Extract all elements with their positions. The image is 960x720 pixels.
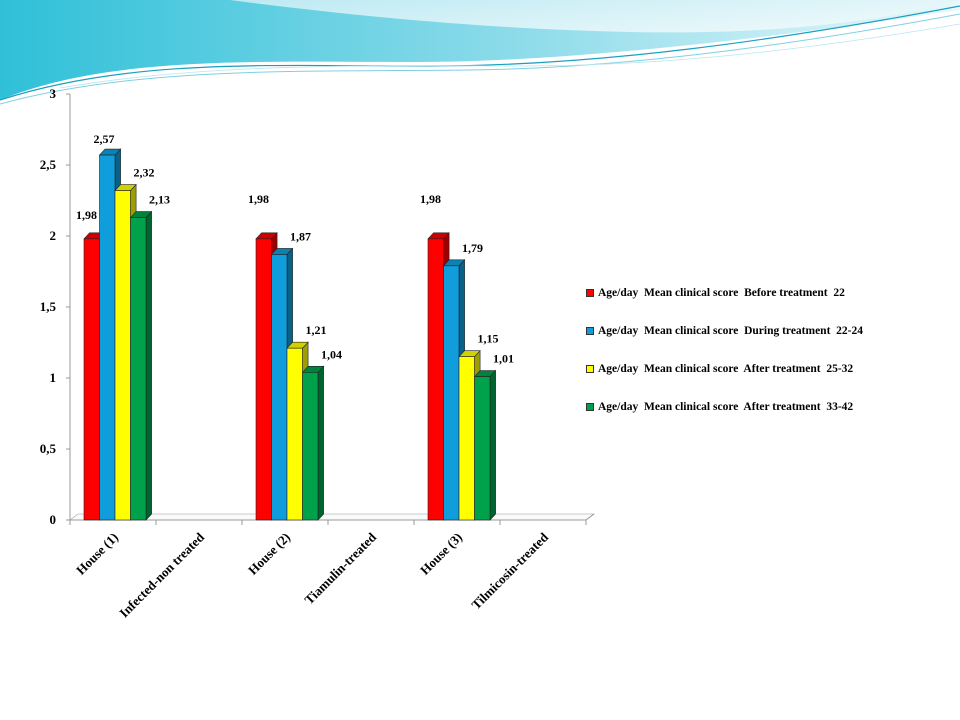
y-tick-label: 3 [50, 86, 57, 101]
x-category-label: Infected-non treated [116, 529, 207, 620]
data-label: 2,13 [149, 193, 170, 207]
header-wave-decoration [0, 0, 960, 105]
data-labels-group: 1,98 1,98 1,98 2,57 1,87 1,79 2,32 1,21 1,15 2,13… [76, 132, 514, 366]
legend-item: Age/day Mean clinical score During treat… [586, 324, 946, 337]
bars-group [83, 148, 497, 521]
legend-swatch [586, 364, 594, 373]
bar [473, 369, 497, 521]
x-category-label: Tilmicosin-treated [468, 529, 551, 612]
y-tick-label: 1,5 [40, 299, 57, 314]
legend-swatch [586, 326, 594, 335]
legend-item: Age/day Mean clinical score After treatm… [586, 400, 946, 413]
x-axis-depth-line [585, 513, 595, 521]
y-tick-label: 2,5 [40, 157, 57, 172]
legend-swatch [586, 288, 594, 297]
data-label: 2,57 [94, 132, 115, 146]
legend-label: Age/day Mean clinical score During treat… [598, 324, 863, 337]
legend-item: Age/day Mean clinical score Before treat… [586, 286, 946, 299]
y-tick-label: 0 [50, 512, 57, 527]
y-tick-label: 2 [50, 228, 57, 243]
x-axis: House (1)Infected-non treated House (2) Ti… [69, 520, 587, 620]
data-label: 1,79 [462, 241, 483, 255]
bar [129, 210, 153, 521]
data-label: 1,01 [493, 352, 514, 366]
legend-label: Age/day Mean clinical score Before treat… [598, 286, 845, 299]
y-axis: 0 0,5 1 1,5 2 2,5 3 [40, 86, 70, 527]
legend-swatch [586, 402, 594, 411]
x-category-label: Tiamulin-treated [301, 529, 379, 607]
legend-label: Age/day Mean clinical score After treatm… [598, 400, 854, 413]
legend: Age/day Mean clinical score Before treat… [586, 286, 946, 438]
data-label: 1,98 [420, 192, 441, 206]
data-label: 2,32 [134, 166, 155, 180]
legend-item: Age/day Mean clinical score After treatm… [586, 362, 946, 375]
data-label: 1,15 [478, 332, 499, 346]
y-tick-label: 0,5 [40, 441, 57, 456]
x-category-label: House (1) [73, 530, 121, 578]
data-label: 1,04 [321, 347, 342, 361]
x-category-label: House (3) [417, 530, 465, 578]
data-label: 1,98 [248, 192, 269, 206]
data-label: 1,87 [290, 229, 311, 243]
x-category-label: House (2) [245, 530, 293, 578]
data-label: 1,98 [76, 208, 97, 222]
bar [301, 365, 325, 521]
legend-label: Age/day Mean clinical score After treatm… [598, 362, 854, 375]
data-label: 1,21 [306, 323, 327, 337]
y-tick-label: 1 [50, 370, 57, 385]
